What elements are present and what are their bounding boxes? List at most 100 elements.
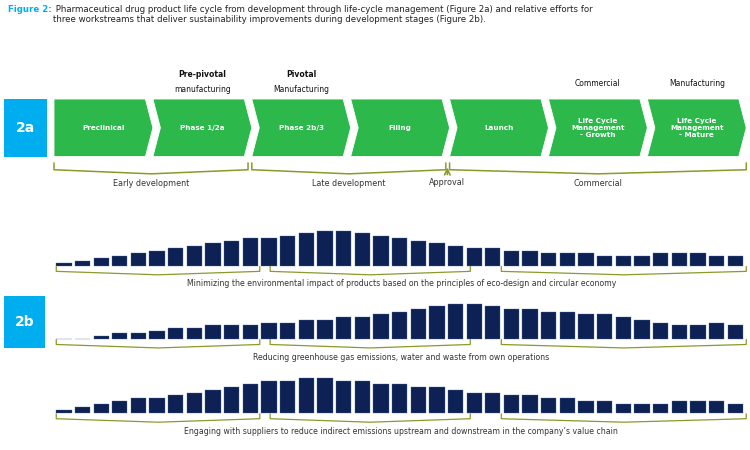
FancyBboxPatch shape [112,333,128,338]
FancyBboxPatch shape [466,248,482,266]
FancyBboxPatch shape [429,306,445,338]
FancyBboxPatch shape [560,312,575,338]
Text: Phase 1/2a: Phase 1/2a [180,125,225,131]
Text: 2b: 2b [14,315,34,329]
FancyBboxPatch shape [56,410,71,413]
FancyBboxPatch shape [298,378,314,413]
Text: Filing: Filing [388,125,412,131]
FancyBboxPatch shape [298,233,314,266]
FancyBboxPatch shape [504,396,519,413]
FancyBboxPatch shape [317,378,332,413]
Text: Late development: Late development [312,179,386,188]
FancyBboxPatch shape [578,401,594,413]
FancyBboxPatch shape [728,404,743,413]
Text: Early development: Early development [113,179,189,188]
FancyBboxPatch shape [149,251,165,266]
FancyBboxPatch shape [75,261,90,265]
Text: Pivotal: Pivotal [286,70,316,79]
Text: Approval: Approval [429,178,465,187]
FancyBboxPatch shape [466,304,482,338]
Text: Life Cycle
Management
- Growth: Life Cycle Management - Growth [572,118,625,138]
Text: Manufacturing: Manufacturing [669,79,724,88]
FancyBboxPatch shape [541,398,556,413]
Text: manufacturing: manufacturing [174,85,231,94]
FancyBboxPatch shape [374,315,388,338]
FancyBboxPatch shape [392,238,407,266]
Polygon shape [153,99,252,157]
FancyBboxPatch shape [149,331,165,338]
Text: Manufacturing: Manufacturing [273,85,329,94]
Text: Pre-pivotal: Pre-pivotal [178,70,226,79]
FancyBboxPatch shape [728,256,743,266]
Text: Engaging with suppliers to reduce indirect emissions upstream and downstream in : Engaging with suppliers to reduce indire… [184,427,618,436]
FancyBboxPatch shape [578,315,594,338]
FancyBboxPatch shape [597,401,612,413]
FancyBboxPatch shape [168,328,184,338]
Text: Launch: Launch [484,125,514,131]
FancyBboxPatch shape [485,306,500,338]
FancyBboxPatch shape [336,317,351,338]
FancyBboxPatch shape [56,263,71,266]
FancyBboxPatch shape [504,251,519,266]
FancyBboxPatch shape [672,325,687,338]
FancyBboxPatch shape [485,248,500,266]
FancyBboxPatch shape [130,333,146,338]
FancyBboxPatch shape [206,243,220,266]
FancyBboxPatch shape [243,384,258,413]
FancyBboxPatch shape [690,325,706,338]
FancyBboxPatch shape [728,325,743,338]
Polygon shape [548,99,647,157]
Text: Reducing greenhouse gas emissions, water and waste from own operations: Reducing greenhouse gas emissions, water… [253,353,549,362]
FancyBboxPatch shape [616,317,631,338]
Polygon shape [54,99,153,157]
FancyBboxPatch shape [336,230,351,266]
FancyBboxPatch shape [560,253,575,266]
FancyBboxPatch shape [690,401,706,413]
FancyBboxPatch shape [243,325,258,338]
FancyBboxPatch shape [466,392,482,413]
FancyBboxPatch shape [392,312,407,338]
FancyBboxPatch shape [298,320,314,338]
FancyBboxPatch shape [130,253,146,266]
FancyBboxPatch shape [168,248,184,266]
FancyBboxPatch shape [410,387,426,413]
FancyBboxPatch shape [410,309,426,338]
Text: Figure 2:: Figure 2: [8,4,51,13]
FancyBboxPatch shape [597,256,612,266]
FancyBboxPatch shape [541,253,556,266]
FancyBboxPatch shape [94,404,109,413]
Text: Preclinical: Preclinical [82,125,124,131]
FancyBboxPatch shape [709,256,724,266]
Text: Minimizing the environmental impact of products based on the principles of eco-d: Minimizing the environmental impact of p… [187,279,616,288]
FancyBboxPatch shape [616,256,631,266]
FancyBboxPatch shape [690,253,706,266]
FancyBboxPatch shape [355,317,370,338]
FancyBboxPatch shape [523,396,538,413]
FancyBboxPatch shape [187,328,202,338]
FancyBboxPatch shape [504,309,519,338]
FancyBboxPatch shape [112,256,128,266]
FancyBboxPatch shape [374,236,388,266]
FancyBboxPatch shape [634,404,650,413]
FancyBboxPatch shape [523,251,538,266]
FancyBboxPatch shape [262,238,277,266]
FancyBboxPatch shape [112,401,128,413]
FancyBboxPatch shape [392,384,407,413]
FancyBboxPatch shape [130,398,146,413]
Polygon shape [351,99,449,157]
FancyBboxPatch shape [355,381,370,413]
FancyBboxPatch shape [410,241,426,266]
FancyBboxPatch shape [224,387,239,413]
Text: Phase 2b/3: Phase 2b/3 [279,125,324,131]
FancyBboxPatch shape [374,384,388,413]
FancyBboxPatch shape [672,253,687,266]
FancyBboxPatch shape [187,246,202,266]
Polygon shape [647,99,746,157]
Polygon shape [252,99,351,157]
FancyBboxPatch shape [653,323,668,338]
FancyBboxPatch shape [262,381,277,413]
FancyBboxPatch shape [168,396,184,413]
FancyBboxPatch shape [4,296,45,347]
FancyBboxPatch shape [317,320,332,338]
FancyBboxPatch shape [634,256,650,266]
